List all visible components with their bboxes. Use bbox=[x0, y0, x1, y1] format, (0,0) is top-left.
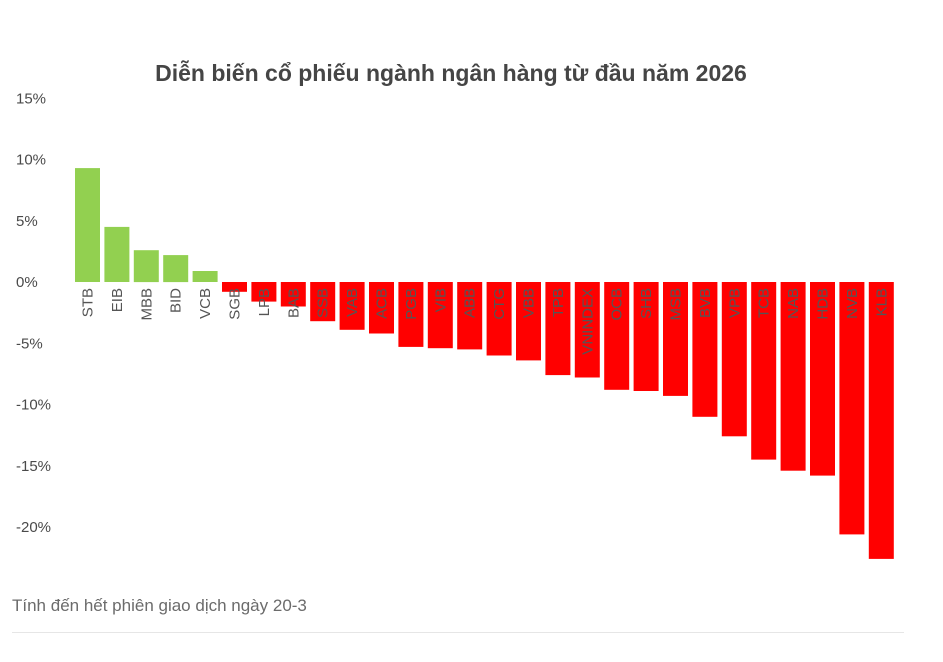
y-tick-label: 15% bbox=[16, 90, 46, 107]
x-tick-label: BID bbox=[168, 288, 185, 313]
x-tick-label: BVB bbox=[697, 288, 714, 318]
y-tick-label: 0% bbox=[16, 274, 38, 291]
chart-title: Diễn biến cổ phiếu ngành ngân hàng từ đầ… bbox=[155, 59, 747, 86]
bar bbox=[133, 250, 159, 283]
x-tick-label: HDB bbox=[815, 288, 832, 320]
y-tick-label: 5% bbox=[16, 213, 38, 230]
x-tick-label: EIB bbox=[109, 288, 126, 312]
bar bbox=[780, 282, 806, 471]
x-tick-label: SGB bbox=[227, 288, 244, 320]
bar bbox=[251, 282, 277, 302]
x-tick-label: VIB bbox=[432, 288, 449, 312]
x-tick-label: CTG bbox=[491, 288, 508, 320]
plot-area: 15% 10% 5% 0% -5% -10% -15% -20% -25% STB EIB MBB B… bbox=[16, 90, 894, 590]
bar bbox=[457, 282, 483, 350]
x-axis-ticks: STB EIB MBB BID VCB SGB LPB BAB SSB VAB ACB PGB VIB A… bbox=[80, 288, 891, 355]
x-tick-label: PGB bbox=[403, 288, 420, 320]
bar bbox=[427, 282, 453, 349]
bar-chart: Diễn biến cổ phiếu ngành ngân hàng từ đầ… bbox=[16, 59, 894, 590]
x-tick-label: ABB bbox=[462, 288, 479, 318]
bar bbox=[163, 255, 189, 283]
x-tick-label: ACB bbox=[374, 288, 391, 319]
x-tick-label: VNINDEX bbox=[579, 288, 596, 355]
y-tick-label: -5% bbox=[16, 335, 43, 352]
bar bbox=[486, 282, 512, 356]
bar bbox=[398, 282, 424, 347]
y-tick-label: -10% bbox=[16, 397, 51, 414]
x-tick-label: TPB bbox=[550, 288, 567, 317]
y-tick-label: -20% bbox=[16, 519, 51, 536]
bar bbox=[192, 271, 218, 282]
x-tick-label: NAB bbox=[785, 288, 802, 319]
x-tick-label: VPB bbox=[726, 288, 743, 318]
x-tick-label: MBB bbox=[138, 288, 155, 321]
x-tick-label: STB bbox=[80, 288, 97, 317]
x-tick-label: MSB bbox=[668, 288, 685, 321]
bar bbox=[574, 282, 600, 378]
bar bbox=[222, 282, 247, 292]
y-axis-ticks: 15% 10% 5% 0% -5% -10% -15% -20% -25% bbox=[16, 90, 51, 590]
bar bbox=[633, 282, 659, 391]
y-tick-label: -15% bbox=[16, 458, 51, 475]
x-tick-label: SHB bbox=[638, 288, 655, 319]
y-tick-label: 10% bbox=[16, 152, 46, 169]
bar bbox=[604, 282, 630, 390]
bar bbox=[692, 282, 718, 417]
x-tick-label: BAB bbox=[285, 288, 302, 318]
x-tick-label: TCB bbox=[756, 288, 773, 318]
bar bbox=[310, 282, 336, 322]
bars-group bbox=[75, 168, 894, 559]
y-tick-label: -25% bbox=[16, 580, 51, 590]
bar bbox=[751, 282, 777, 460]
bar bbox=[810, 282, 835, 476]
x-tick-label: OCB bbox=[609, 288, 626, 321]
x-tick-label: VCB bbox=[197, 288, 214, 319]
bar bbox=[721, 282, 747, 437]
x-tick-label: KLB bbox=[873, 288, 890, 316]
x-tick-label: VBB bbox=[521, 288, 538, 318]
x-tick-label: VAB bbox=[344, 288, 361, 317]
bar bbox=[280, 282, 306, 307]
bar bbox=[868, 282, 894, 559]
bar bbox=[369, 282, 394, 334]
x-tick-label: LPB bbox=[256, 288, 273, 316]
bar bbox=[339, 282, 365, 330]
x-tick-label: SSB bbox=[315, 288, 332, 318]
bar bbox=[516, 282, 541, 361]
bar bbox=[75, 168, 100, 282]
bar bbox=[545, 282, 571, 376]
bar bbox=[104, 226, 130, 282]
divider bbox=[12, 632, 904, 633]
x-tick-label: NVB bbox=[844, 288, 861, 319]
bar bbox=[839, 282, 865, 535]
bar bbox=[663, 282, 688, 396]
chart-caption: Tính đến hết phiên giao dịch ngày 20-3 bbox=[12, 596, 307, 615]
